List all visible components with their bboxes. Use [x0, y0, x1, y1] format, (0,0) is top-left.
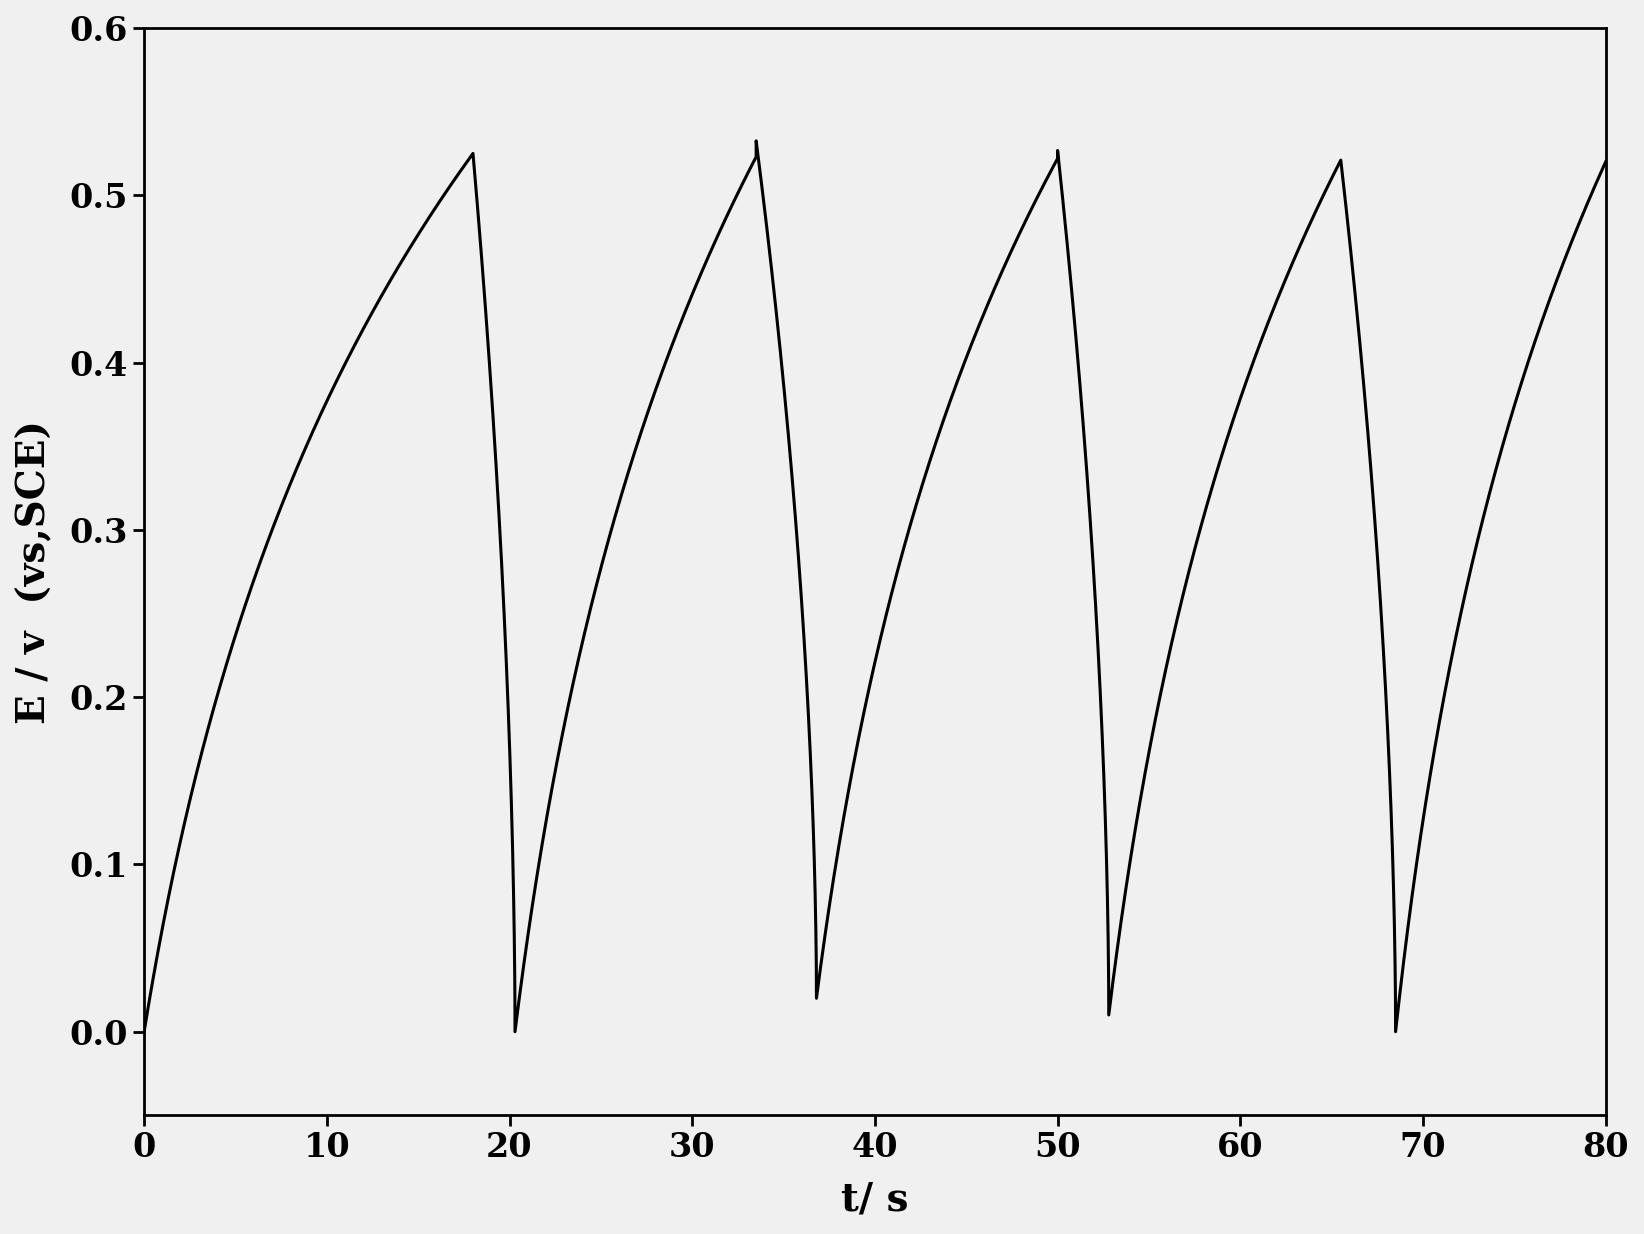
Y-axis label: E / v  (vs,SCE): E / v (vs,SCE): [15, 420, 53, 723]
X-axis label: t/ s: t/ s: [842, 1181, 909, 1219]
